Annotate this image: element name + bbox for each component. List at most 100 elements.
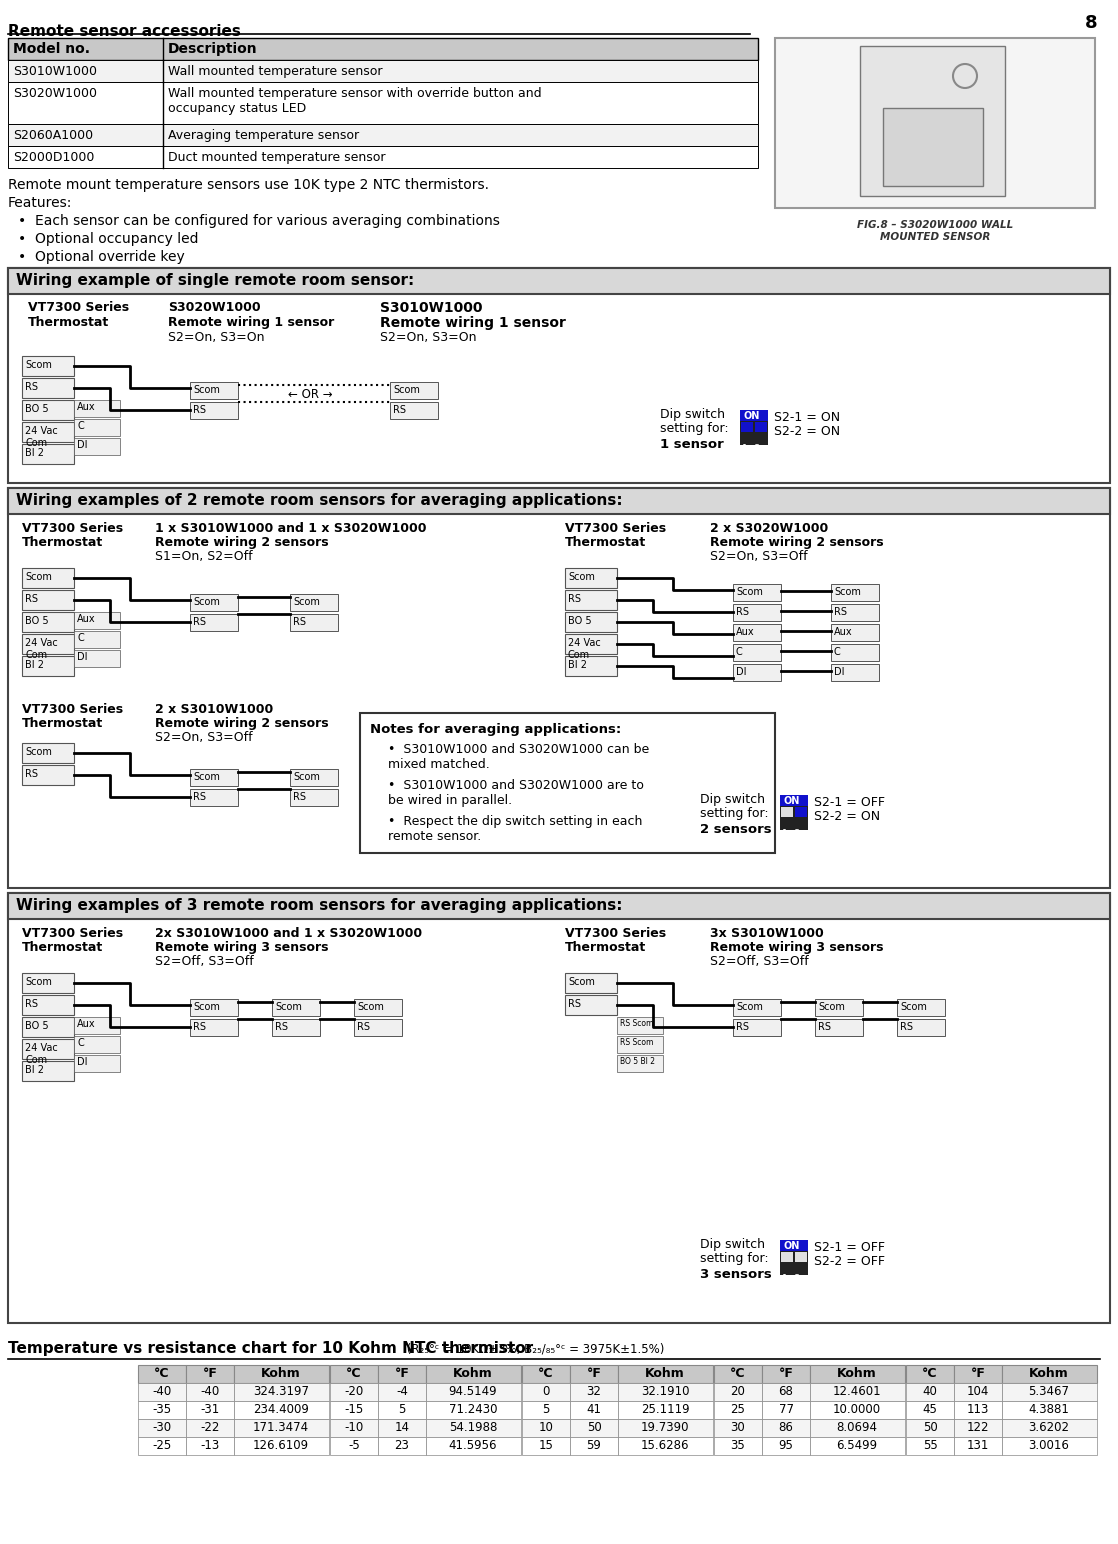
Text: VT7300 Series: VT7300 Series bbox=[22, 926, 123, 940]
Text: 30: 30 bbox=[731, 1420, 746, 1434]
Bar bbox=[426, 1400, 521, 1419]
Bar bbox=[775, 39, 1095, 208]
Bar bbox=[522, 1383, 570, 1400]
Text: 23: 23 bbox=[395, 1439, 409, 1451]
Bar bbox=[290, 615, 338, 631]
Bar bbox=[190, 1019, 238, 1036]
Text: RS: RS bbox=[834, 607, 847, 618]
Bar bbox=[190, 769, 238, 786]
Text: Kohm: Kohm bbox=[262, 1366, 301, 1380]
Text: C: C bbox=[77, 422, 84, 431]
Text: Scom: Scom bbox=[394, 384, 420, 395]
Text: °F: °F bbox=[395, 1366, 409, 1380]
Text: Scom: Scom bbox=[25, 747, 51, 757]
Text: S3010W1000: S3010W1000 bbox=[13, 65, 97, 79]
Text: 15: 15 bbox=[539, 1439, 553, 1451]
Text: VT7300 Series: VT7300 Series bbox=[22, 703, 123, 716]
Text: BO 5: BO 5 bbox=[568, 616, 591, 625]
Text: -40: -40 bbox=[200, 1385, 219, 1397]
Text: °F: °F bbox=[587, 1366, 601, 1380]
Bar bbox=[780, 806, 808, 831]
Text: -35: -35 bbox=[152, 1403, 171, 1416]
Bar bbox=[811, 1383, 904, 1400]
Bar bbox=[860, 46, 1005, 196]
Text: Aux: Aux bbox=[834, 627, 853, 638]
Bar bbox=[22, 1061, 74, 1081]
Text: S2000D1000: S2000D1000 bbox=[13, 151, 94, 164]
Text: 126.6109: 126.6109 bbox=[253, 1439, 309, 1451]
Bar bbox=[74, 400, 120, 417]
Bar bbox=[272, 999, 320, 1016]
Bar bbox=[74, 650, 120, 667]
Bar bbox=[330, 1400, 378, 1419]
Text: BO 5 BI 2: BO 5 BI 2 bbox=[620, 1058, 655, 1065]
Text: 122: 122 bbox=[967, 1420, 989, 1434]
Bar bbox=[565, 635, 617, 655]
Bar bbox=[831, 664, 879, 681]
Bar bbox=[954, 1365, 1002, 1383]
Text: -40: -40 bbox=[152, 1385, 172, 1397]
Bar bbox=[138, 1419, 186, 1437]
Bar bbox=[138, 1383, 186, 1400]
Bar bbox=[733, 584, 781, 601]
Bar bbox=[378, 1419, 426, 1437]
Text: Remote sensor accessories: Remote sensor accessories bbox=[8, 25, 240, 39]
Text: Wiring examples of 3 remote room sensors for averaging applications:: Wiring examples of 3 remote room sensors… bbox=[16, 899, 623, 913]
Text: 24 Vac
Com: 24 Vac Com bbox=[25, 426, 58, 448]
Bar bbox=[780, 1240, 808, 1251]
Bar bbox=[714, 1383, 762, 1400]
Bar bbox=[390, 401, 438, 418]
Text: 41.5956: 41.5956 bbox=[448, 1439, 498, 1451]
Text: 131: 131 bbox=[967, 1439, 989, 1451]
Bar bbox=[22, 445, 74, 465]
Text: ← OR →: ← OR → bbox=[288, 388, 333, 401]
Text: RS: RS bbox=[900, 1022, 913, 1031]
Bar bbox=[190, 615, 238, 631]
Text: 4.3881: 4.3881 bbox=[1029, 1403, 1070, 1416]
Text: VT7300 Series: VT7300 Series bbox=[28, 301, 129, 313]
Text: Description: Description bbox=[168, 42, 257, 56]
Text: RS: RS bbox=[293, 618, 306, 627]
Bar bbox=[186, 1400, 234, 1419]
Bar bbox=[714, 1365, 762, 1383]
Text: °C: °C bbox=[347, 1366, 362, 1380]
Text: 24 Vac
Com: 24 Vac Com bbox=[25, 638, 58, 659]
Bar bbox=[618, 1419, 713, 1437]
Text: 2 x S3020W1000: 2 x S3020W1000 bbox=[710, 522, 828, 536]
Bar bbox=[234, 1437, 329, 1454]
Text: Remote wiring 3 sensors: Remote wiring 3 sensors bbox=[155, 940, 329, 954]
Text: •  Optional override key: • Optional override key bbox=[18, 250, 184, 264]
Bar bbox=[22, 568, 74, 588]
Text: •  Respect the dip switch setting in each
remote sensor.: • Respect the dip switch setting in each… bbox=[388, 815, 643, 843]
Bar bbox=[138, 1365, 186, 1383]
Bar bbox=[954, 1419, 1002, 1437]
Bar bbox=[755, 422, 767, 432]
Bar bbox=[618, 1437, 713, 1454]
Text: BI 2: BI 2 bbox=[568, 659, 587, 670]
Bar bbox=[74, 418, 120, 435]
Bar bbox=[954, 1383, 1002, 1400]
Text: 19.7390: 19.7390 bbox=[641, 1420, 690, 1434]
Text: •  Optional occupancy led: • Optional occupancy led bbox=[18, 232, 199, 245]
Bar bbox=[570, 1437, 618, 1454]
Bar bbox=[762, 1419, 811, 1437]
Text: S2-2 = ON: S2-2 = ON bbox=[774, 425, 840, 438]
Bar bbox=[8, 60, 758, 82]
Bar bbox=[426, 1383, 521, 1400]
Text: setting for:: setting for: bbox=[700, 1252, 769, 1265]
Bar bbox=[186, 1365, 234, 1383]
Text: S2=On, S3=Off: S2=On, S3=Off bbox=[155, 730, 253, 744]
Bar bbox=[618, 1383, 713, 1400]
Bar bbox=[906, 1400, 954, 1419]
Text: VT7300 Series: VT7300 Series bbox=[565, 926, 666, 940]
Text: 25: 25 bbox=[730, 1403, 746, 1416]
Text: VT7300 Series: VT7300 Series bbox=[22, 522, 123, 536]
Bar bbox=[190, 594, 238, 611]
Text: Features:: Features: bbox=[8, 196, 73, 210]
Text: RS: RS bbox=[736, 607, 749, 618]
Bar bbox=[190, 789, 238, 806]
Text: RS: RS bbox=[25, 769, 38, 780]
Text: Duct mounted temperature sensor: Duct mounted temperature sensor bbox=[168, 151, 386, 164]
Text: Kohm: Kohm bbox=[1030, 1366, 1069, 1380]
Bar bbox=[733, 624, 781, 641]
